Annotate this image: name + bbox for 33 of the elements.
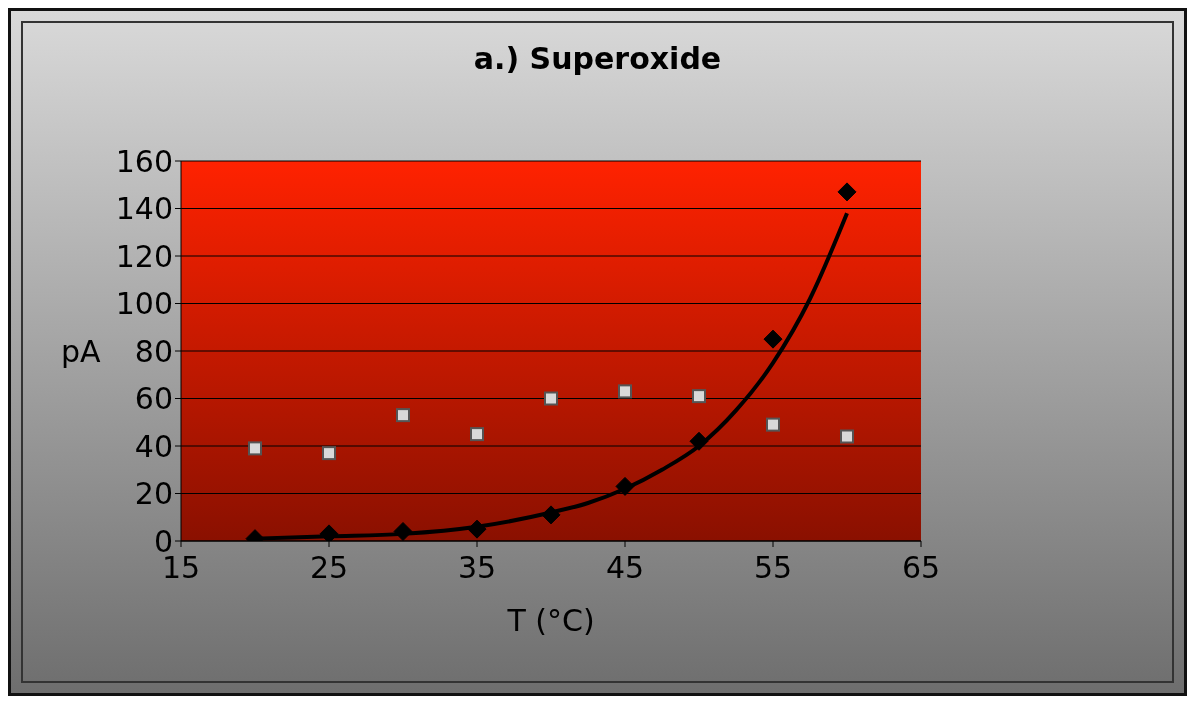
point: [393, 522, 413, 541]
y-tick-label: 160: [115, 143, 173, 179]
point: [615, 476, 635, 496]
point: [544, 391, 558, 406]
point: [618, 384, 632, 399]
point: [689, 431, 709, 451]
point: [467, 519, 487, 539]
point: [396, 408, 410, 423]
y-tick-label: 120: [115, 238, 173, 274]
y-tick-label: 20: [134, 476, 173, 512]
point: [541, 505, 561, 525]
point: [322, 446, 336, 461]
point: [692, 389, 706, 404]
chart-title: a.) Superoxide: [472, 41, 723, 76]
x-tick-label: 65: [901, 550, 941, 586]
point: [840, 429, 854, 444]
y-tick-label: 80: [134, 333, 173, 369]
point: [319, 524, 339, 541]
y-tick-label: 140: [115, 191, 173, 227]
x-tick-label: 45: [605, 550, 645, 586]
x-tick-label: 25: [309, 550, 349, 586]
x-tick-label: 35: [457, 550, 497, 586]
point: [470, 427, 484, 442]
point: [763, 329, 783, 349]
y-axis-title: pA: [61, 333, 102, 369]
y-tick-label: 40: [134, 428, 173, 464]
x-tick-label: 55: [753, 550, 793, 586]
point: [766, 417, 780, 432]
point: [837, 182, 857, 202]
y-tick-label: 60: [134, 381, 173, 417]
point: [248, 441, 262, 456]
y-tick-label: 100: [115, 286, 173, 322]
x-axis-title: T (°C): [506, 603, 595, 638]
